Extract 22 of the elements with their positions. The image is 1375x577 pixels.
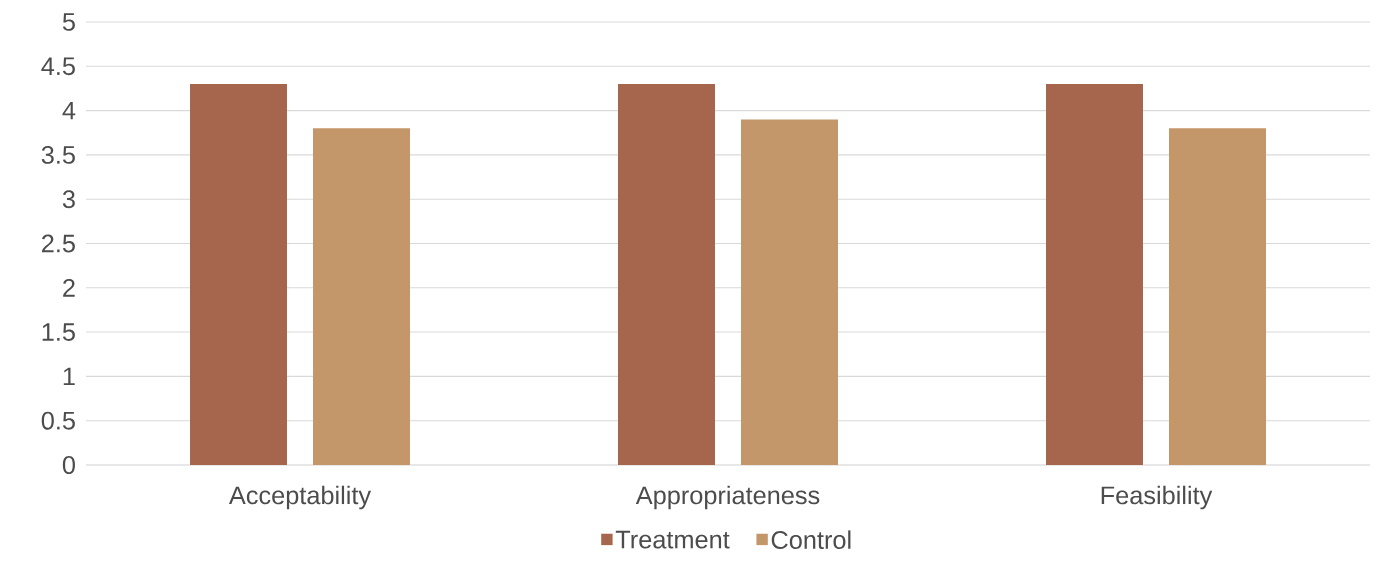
y-tick-label: 4 xyxy=(62,101,76,120)
bar xyxy=(618,84,715,465)
x-tick-label: Acceptability xyxy=(228,485,372,510)
y-tick-label: 5 xyxy=(62,13,75,31)
y-tick-label: 0.5 xyxy=(41,411,75,430)
bar xyxy=(190,84,288,465)
y-tick-label: 1.5 xyxy=(42,323,75,341)
legend-label: Treatment xyxy=(615,530,730,549)
y-tick-label: 3.5 xyxy=(41,145,75,164)
y-tick-label: 2.5 xyxy=(42,234,75,253)
x-tick-label: Feasibility xyxy=(1101,485,1213,510)
bar xyxy=(1046,84,1143,465)
y-tick-label: 3 xyxy=(62,190,75,209)
y-tick-label: 1 xyxy=(63,367,75,386)
bar xyxy=(1169,128,1266,465)
y-tick-label: 4.5 xyxy=(41,57,75,76)
y-tick-label: 0 xyxy=(62,456,75,474)
bar xyxy=(741,119,838,465)
y-tick-label: 2 xyxy=(63,278,75,297)
bar xyxy=(313,128,411,465)
legend-label: Control xyxy=(771,530,851,549)
x-tick-label: Appropriateness xyxy=(635,485,820,510)
